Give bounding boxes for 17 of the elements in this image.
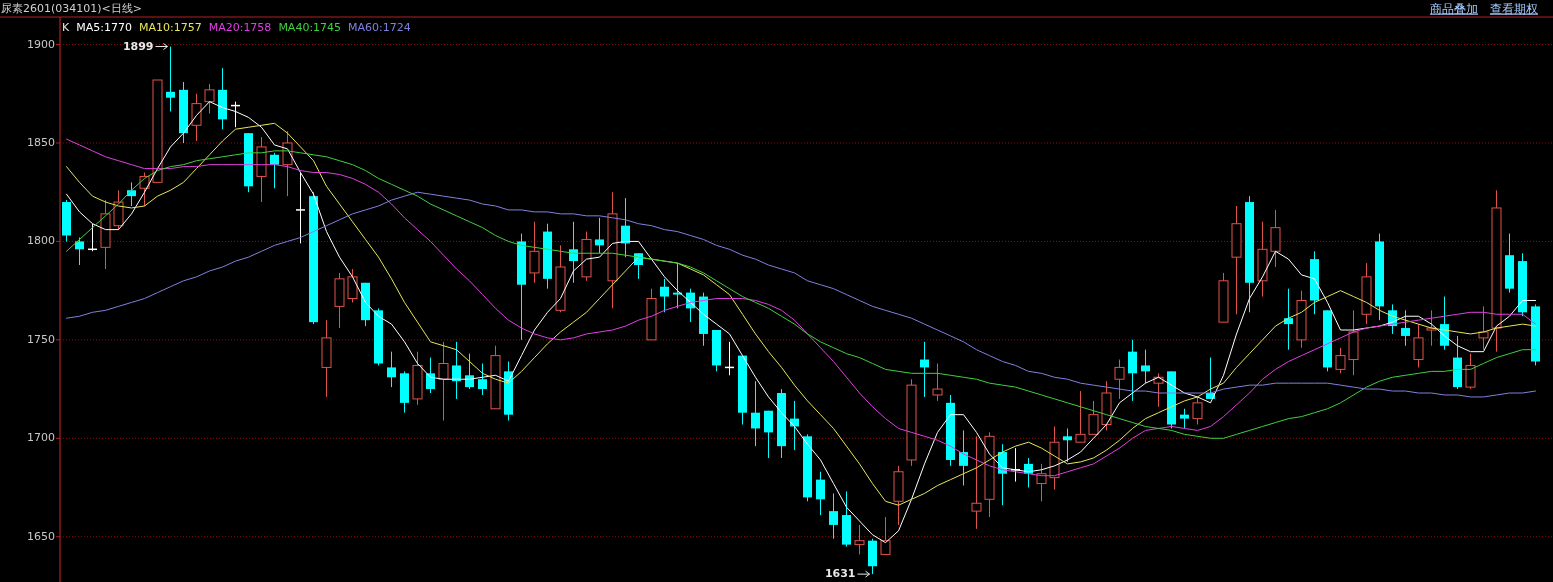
text: 商品叠加: [1430, 1, 1478, 16]
chart-title: 尿素2601(034101)<日线>: [1, 2, 143, 15]
y-tick-label: 1850: [27, 135, 55, 149]
y-tick-label: 1900: [27, 37, 55, 51]
annotation: 1631: [824, 567, 856, 581]
text: MA60:1724: [348, 21, 411, 34]
text: MA10:1757: [138, 21, 202, 34]
text: MA20:1758: [208, 21, 272, 34]
y-tick-label: 1750: [27, 332, 55, 346]
y-tick-label: 1700: [27, 431, 55, 445]
text: 查看期权: [1490, 1, 1538, 16]
y-tick-label: 1800: [27, 234, 55, 248]
legend-title: K: [62, 21, 70, 34]
text: MA40:1745: [278, 21, 342, 34]
text: MA5:1770: [76, 21, 132, 34]
y-tick-label: 1650: [27, 529, 55, 543]
annotation: 1899: [122, 39, 154, 53]
